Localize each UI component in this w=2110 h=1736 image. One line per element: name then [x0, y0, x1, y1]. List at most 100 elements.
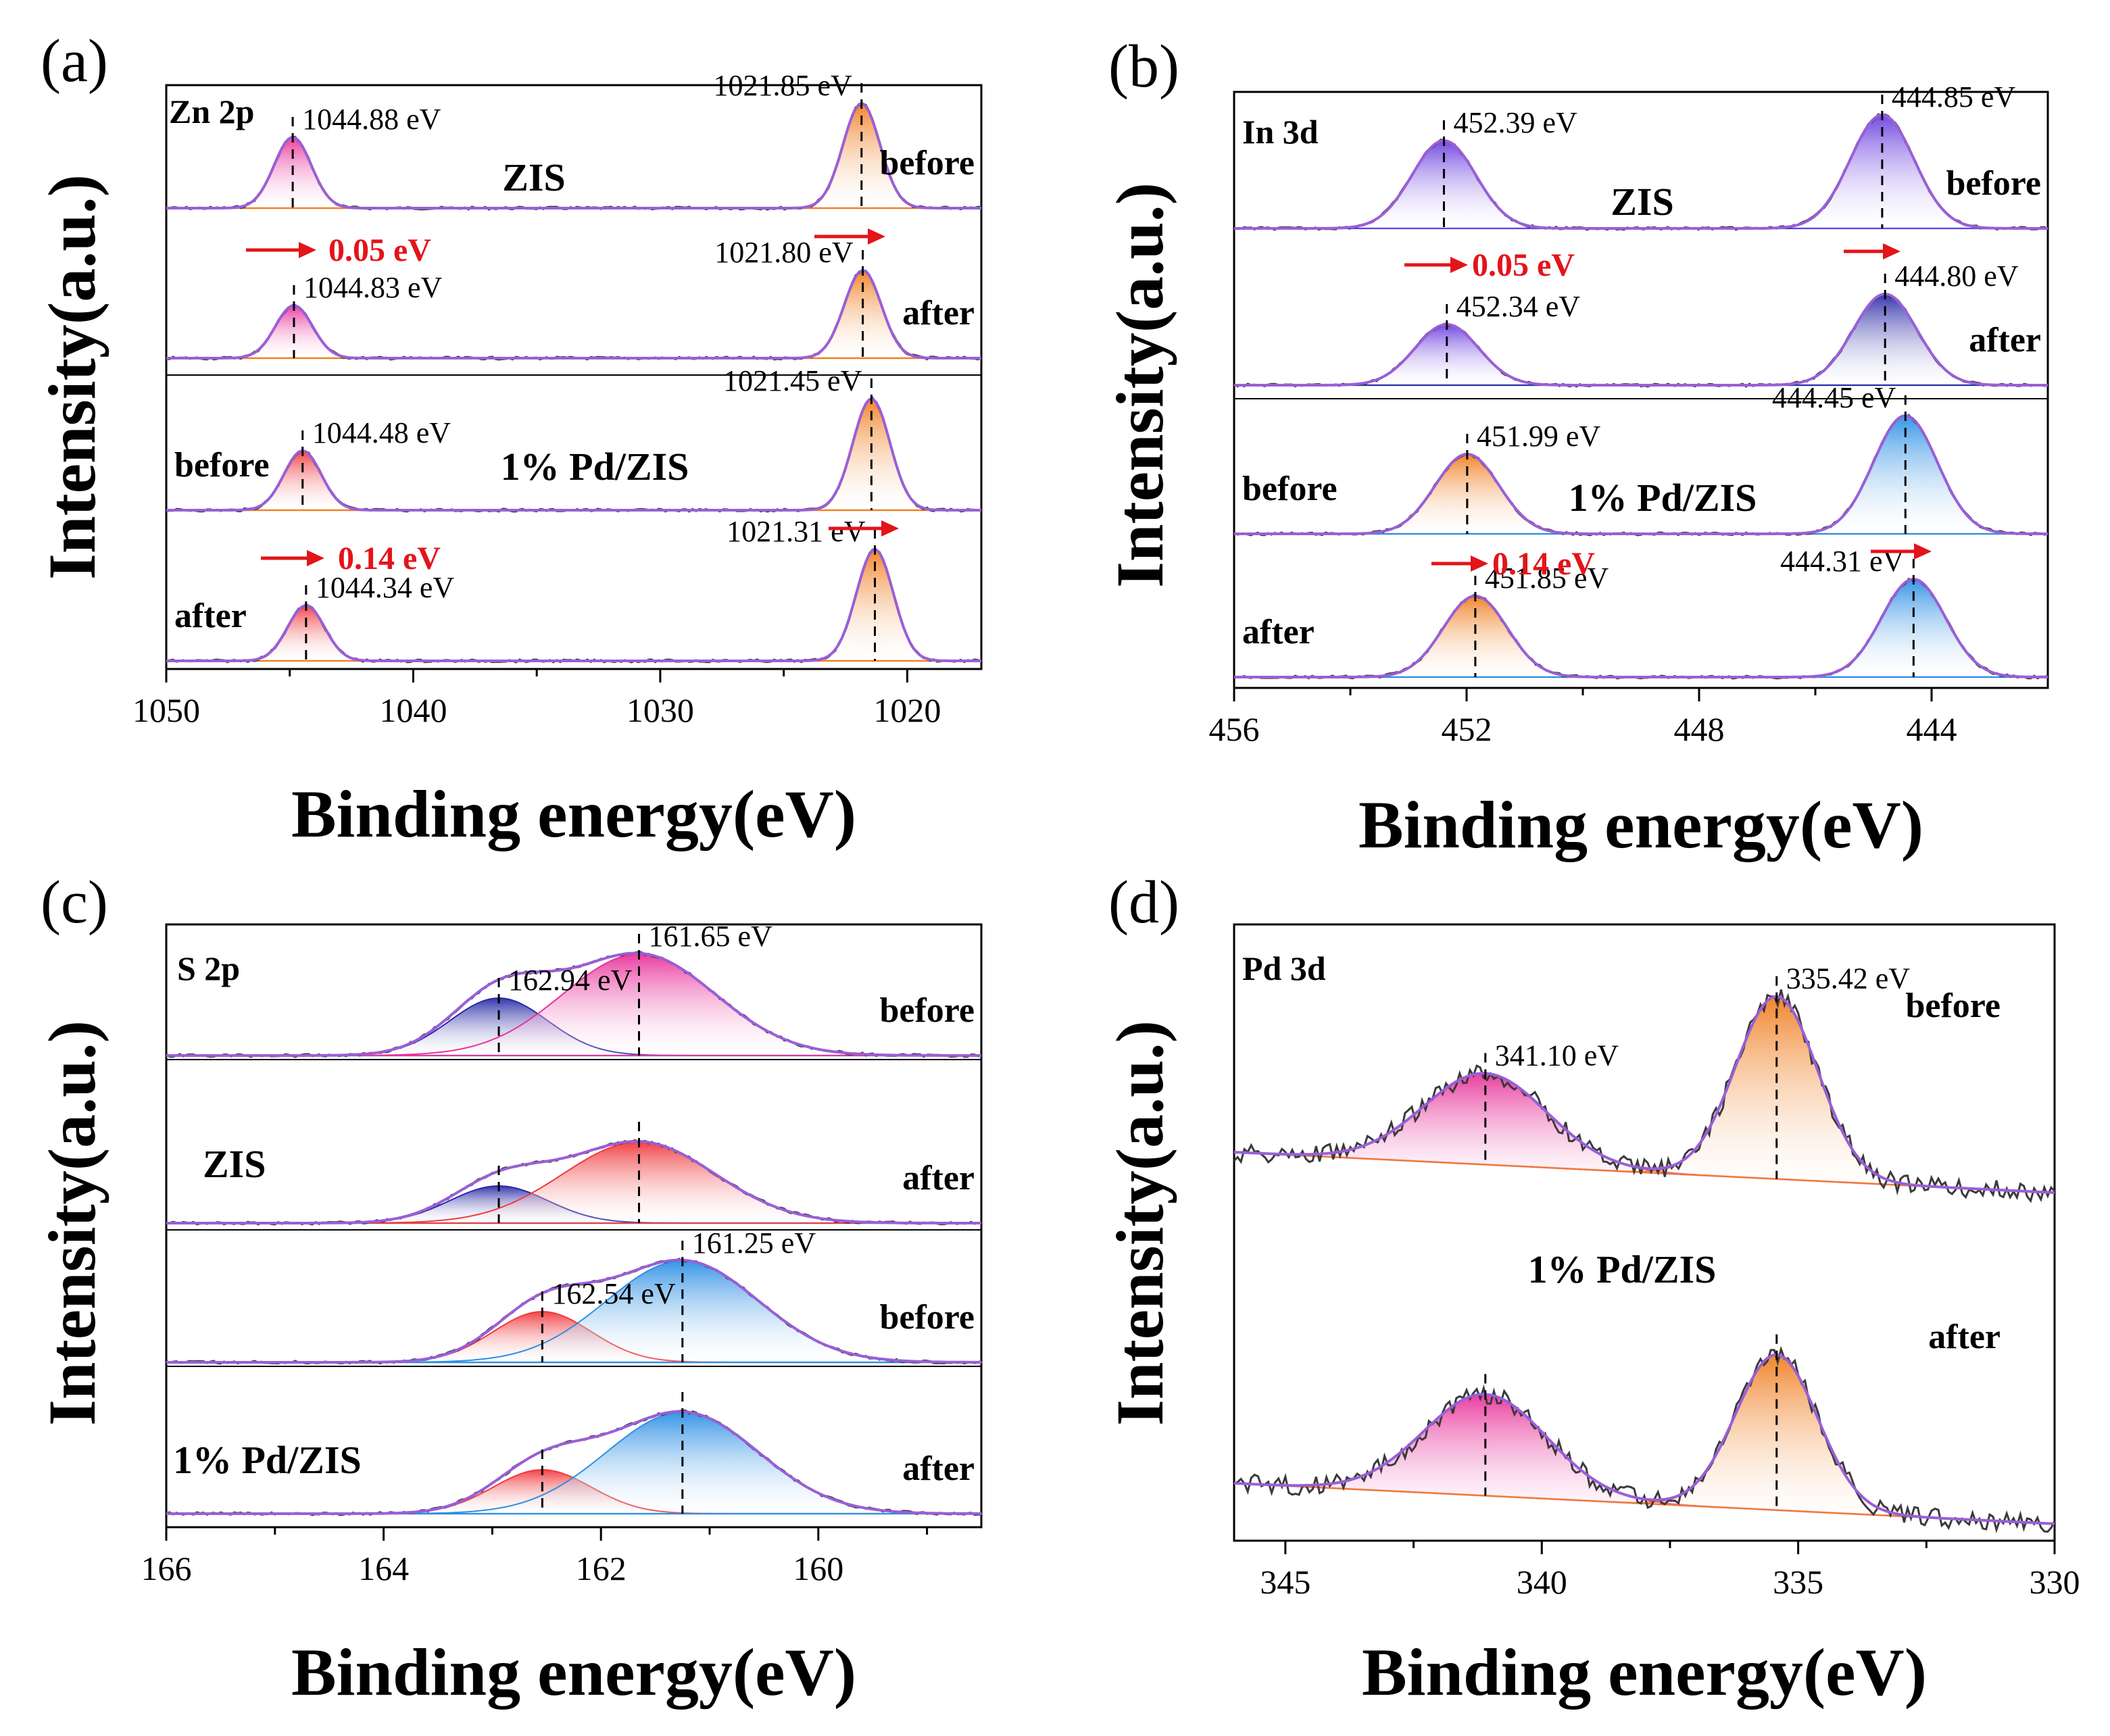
shift-arrow-head [881, 520, 899, 537]
spectrum-zis-after: 1044.83 eV 1021.80 eV after [166, 236, 982, 361]
peak-label: 451.99 eV [1477, 420, 1601, 453]
x-tick-label: 456 [1209, 710, 1260, 748]
shift-label: 0.14 eV [338, 541, 441, 576]
raw-data-line [1233, 989, 2056, 1204]
spectrum-1-pd-zis-before: 1044.48 eV 1021.45 eV before [166, 364, 982, 513]
peak-fit [1234, 293, 2048, 386]
x-tick-label: 1020 [873, 691, 941, 729]
peak-label: 162.54 eV [551, 1277, 676, 1310]
panel-label: (c) [41, 869, 108, 936]
x-tick-label: 452 [1442, 710, 1492, 748]
envelope-fit [166, 1139, 981, 1224]
element-label: S 2p [177, 949, 240, 987]
envelope-fit [1234, 414, 2048, 535]
panel-a: 1050 1040 1030 1020 Binding energy(eV) Intens… [34, 28, 983, 851]
shift-arrow-head [1883, 243, 1900, 259]
plot-frame [165, 84, 983, 670]
state-label: after [1928, 1318, 2001, 1356]
envelope-fit [1233, 1353, 2055, 1525]
x-axis-label: Binding energy(eV) [291, 776, 856, 851]
spectrum-zis-before: 1044.88 eV 1021.85 eV before [166, 69, 982, 211]
envelope-fit [1234, 578, 2048, 678]
peak-fit [166, 1260, 982, 1363]
state-label: before [1242, 470, 1338, 508]
x-tick-label: 345 [1260, 1563, 1310, 1601]
peak-label: 1021.85 eV [713, 69, 852, 102]
panel-c: 166 164 162 160 Binding energy(eV) Intensity(… [34, 869, 983, 1710]
peak-label: 444.80 eV [1894, 259, 2019, 293]
spectrum-1-pd-zis-after: after [166, 1392, 982, 1516]
state-label: before [174, 446, 270, 485]
peak-label: 1044.48 eV [312, 416, 451, 449]
state-label: before [879, 991, 975, 1030]
state-label: before [1946, 164, 2041, 203]
panel-d: 345 340 335 330 Binding energy(eV) Intensity(… [1102, 869, 2080, 1710]
peak-fit [1234, 578, 2048, 678]
element-label: Zn 2p [169, 93, 254, 130]
peak-label: 161.25 eV [692, 1226, 816, 1260]
x-axis-label: Binding energy(eV) [291, 1635, 856, 1710]
state-label: after [902, 1449, 975, 1488]
element-label: In 3d [1242, 113, 1319, 151]
peak-label: 1021.80 eV [714, 236, 854, 269]
shift-arrow-head [1450, 257, 1468, 273]
envelope-fit [166, 1258, 981, 1364]
panel-label: (a) [41, 28, 108, 95]
envelope-fit [166, 951, 981, 1057]
x-tick-label: 340 [1517, 1563, 1567, 1601]
spectrum-zis-after: 452.34 eV 444.80 eV after [1233, 259, 2048, 388]
peak-fit [1233, 1072, 2055, 1193]
shift-label: 0.05 eV [328, 232, 431, 268]
shift-label: 0.05 eV [1472, 247, 1575, 283]
envelope-fit [166, 548, 981, 662]
envelope-fit [1234, 113, 2048, 230]
y-axis-label: Intensity(a.u.) [1102, 182, 1177, 588]
x-axis-label: Binding energy(eV) [1362, 1635, 1927, 1710]
peak-label: 162.94 eV [508, 964, 633, 997]
peak-label: 161.65 eV [648, 920, 772, 953]
peak-label: 341.10 eV [1495, 1039, 1619, 1072]
plot-frame [1233, 91, 2049, 689]
spectrum-1-pd-zis-after: 451.85 eV 444.31 eV after [1233, 545, 2048, 680]
peak-label: 444.85 eV [1892, 80, 2016, 114]
shift-arrow-head [868, 228, 885, 245]
x-tick-label: 164 [358, 1549, 409, 1587]
shift-arrow-head [299, 242, 316, 258]
state-label: after [902, 1159, 975, 1197]
state-label: after [1969, 321, 2041, 359]
shift-label: 0.14 eV [1492, 546, 1595, 582]
state-label: before [879, 1298, 975, 1337]
envelope-fit [1233, 995, 2055, 1194]
y-axis-label: Intensity(a.u.) [34, 1020, 109, 1426]
x-tick-label: 448 [1674, 710, 1725, 748]
peak-label: 452.34 eV [1456, 290, 1581, 323]
peak-label: 1021.45 eV [723, 364, 862, 397]
peak-label: 1044.34 eV [316, 571, 455, 604]
x-tick-label: 330 [2030, 1563, 2080, 1601]
state-label: after [1242, 613, 1315, 651]
panel-label: (b) [1108, 33, 1179, 100]
group-label: 1% Pd/ZIS [501, 445, 689, 489]
x-tick-label: 335 [1773, 1563, 1823, 1601]
group-label: ZIS [502, 155, 566, 199]
group-label: 1% Pd/ZIS [173, 1438, 362, 1482]
peak-label: 1044.88 eV [302, 103, 441, 136]
group-label: ZIS [203, 1142, 266, 1186]
x-tick-label: 162 [576, 1549, 627, 1587]
y-axis-label: Intensity(a.u.) [1102, 1020, 1177, 1426]
spectrum-1-pd-zis-before: 162.54 eV 161.25 eV before [166, 1226, 982, 1365]
peak-label: 444.31 eV [1780, 545, 1905, 578]
x-tick-label: 1050 [132, 691, 200, 729]
x-tick-label: 444 [1907, 710, 1957, 748]
x-tick-label: 160 [793, 1549, 843, 1587]
x-tick-label: 1040 [379, 691, 447, 729]
x-tick-label: 1030 [627, 691, 694, 729]
state-label: before [1905, 987, 2001, 1025]
peak-label: 451.85 eV [1485, 562, 1609, 595]
shift-arrow-head [1914, 543, 1932, 560]
envelope-fit [166, 1410, 981, 1515]
state-label: before [879, 144, 975, 182]
element-label: Pd 3d [1242, 949, 1326, 987]
